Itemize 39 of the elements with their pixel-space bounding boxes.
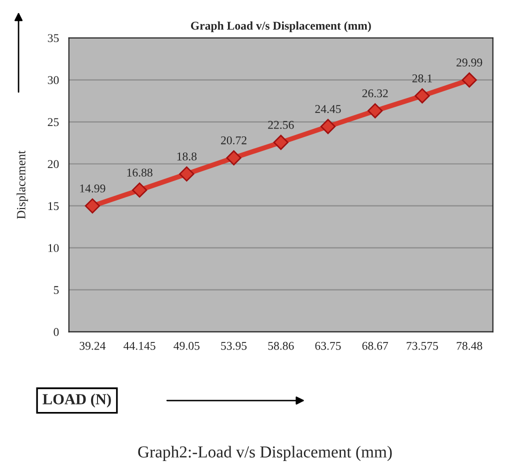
y-tick-label: 35 (48, 34, 59, 42)
point (84, 198, 100, 214)
point (368, 103, 383, 118)
x-tick-label: 53.95 (221, 342, 247, 350)
y-tick-label: 5 (54, 286, 59, 294)
data-label: 28.1 (412, 74, 432, 82)
x-tick-label: 44.145 (124, 342, 156, 350)
data-label: 24.45 (315, 105, 341, 114)
y-tick-label: 15 (48, 202, 59, 210)
data-label: 26.32 (362, 89, 388, 98)
x-tick-label: 68.67 (362, 342, 388, 350)
y-tick-label: 30 (48, 76, 59, 84)
x-tick-label: 49.05 (174, 342, 200, 350)
point (462, 72, 477, 88)
point (320, 118, 336, 134)
x-tick-label: 73.575 (406, 342, 438, 350)
chart-title: Graph Load v/s Displacement (mm) (190, 21, 371, 32)
data-label: 20.72 (221, 136, 246, 144)
data-label: 18.8 (177, 152, 197, 160)
x-tick-label: 63.75 (315, 342, 341, 350)
x-tick-label: 78.48 (456, 342, 482, 350)
point (226, 150, 242, 166)
data-label: 16.88 (127, 168, 152, 177)
x-tick-label: 39.24 (80, 342, 106, 350)
point (414, 88, 430, 104)
data-label: 29.99 (456, 58, 482, 67)
y-tick-label: 25 (48, 118, 59, 126)
y-tick-label: 0 (54, 328, 59, 336)
caption: Graph2:-Load v/s Displacement (mm) (138, 446, 392, 461)
data-label: 14.99 (80, 184, 106, 192)
point (132, 182, 148, 198)
data-label: 22.56 (268, 120, 294, 129)
y-axis-title: Displacement (16, 150, 28, 219)
y-tick-label: 20 (48, 160, 59, 168)
point (273, 134, 288, 150)
x-axis-title: LOAD (N) (42, 394, 111, 408)
point (179, 166, 194, 182)
y-tick-label: 10 (48, 244, 59, 252)
x-tick-label: 58.86 (268, 342, 294, 350)
